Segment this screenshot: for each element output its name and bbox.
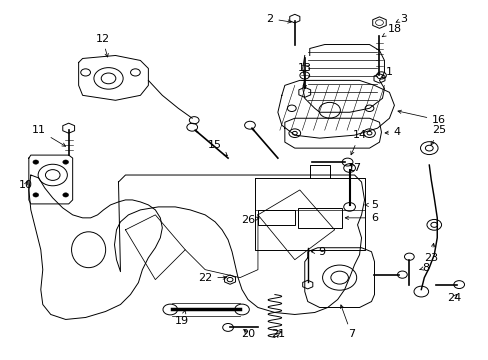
Text: 24: 24 [446, 293, 460, 302]
Text: 23: 23 [424, 243, 437, 263]
Text: 6: 6 [345, 213, 377, 223]
Circle shape [62, 160, 68, 164]
Text: 2: 2 [266, 14, 291, 24]
Text: 21: 21 [270, 329, 285, 339]
Bar [258, 210, 294, 225]
Text: 12: 12 [95, 33, 109, 57]
Text: 3: 3 [395, 14, 406, 24]
Text: 18: 18 [382, 24, 401, 37]
Text: 9: 9 [311, 247, 325, 257]
Text: 17: 17 [347, 163, 361, 173]
Text: 10: 10 [19, 180, 33, 190]
Text: 25: 25 [430, 125, 446, 145]
Text: 1: 1 [381, 67, 392, 78]
Text: 5: 5 [365, 200, 377, 210]
Text: 26: 26 [241, 215, 259, 225]
Text: 19: 19 [175, 310, 189, 327]
Circle shape [33, 193, 39, 197]
Text: 4: 4 [385, 127, 400, 137]
Text: 13: 13 [297, 63, 311, 89]
Bar [297, 208, 341, 228]
Text: 16: 16 [397, 110, 446, 125]
Text: 7: 7 [340, 305, 354, 339]
Circle shape [33, 160, 39, 164]
Text: 20: 20 [241, 329, 255, 339]
Text: 22: 22 [198, 273, 226, 283]
Text: 15: 15 [208, 140, 227, 156]
Text: 11: 11 [32, 125, 65, 146]
Circle shape [62, 193, 68, 197]
Text: 8: 8 [419, 263, 429, 273]
Text: 14: 14 [350, 130, 366, 155]
